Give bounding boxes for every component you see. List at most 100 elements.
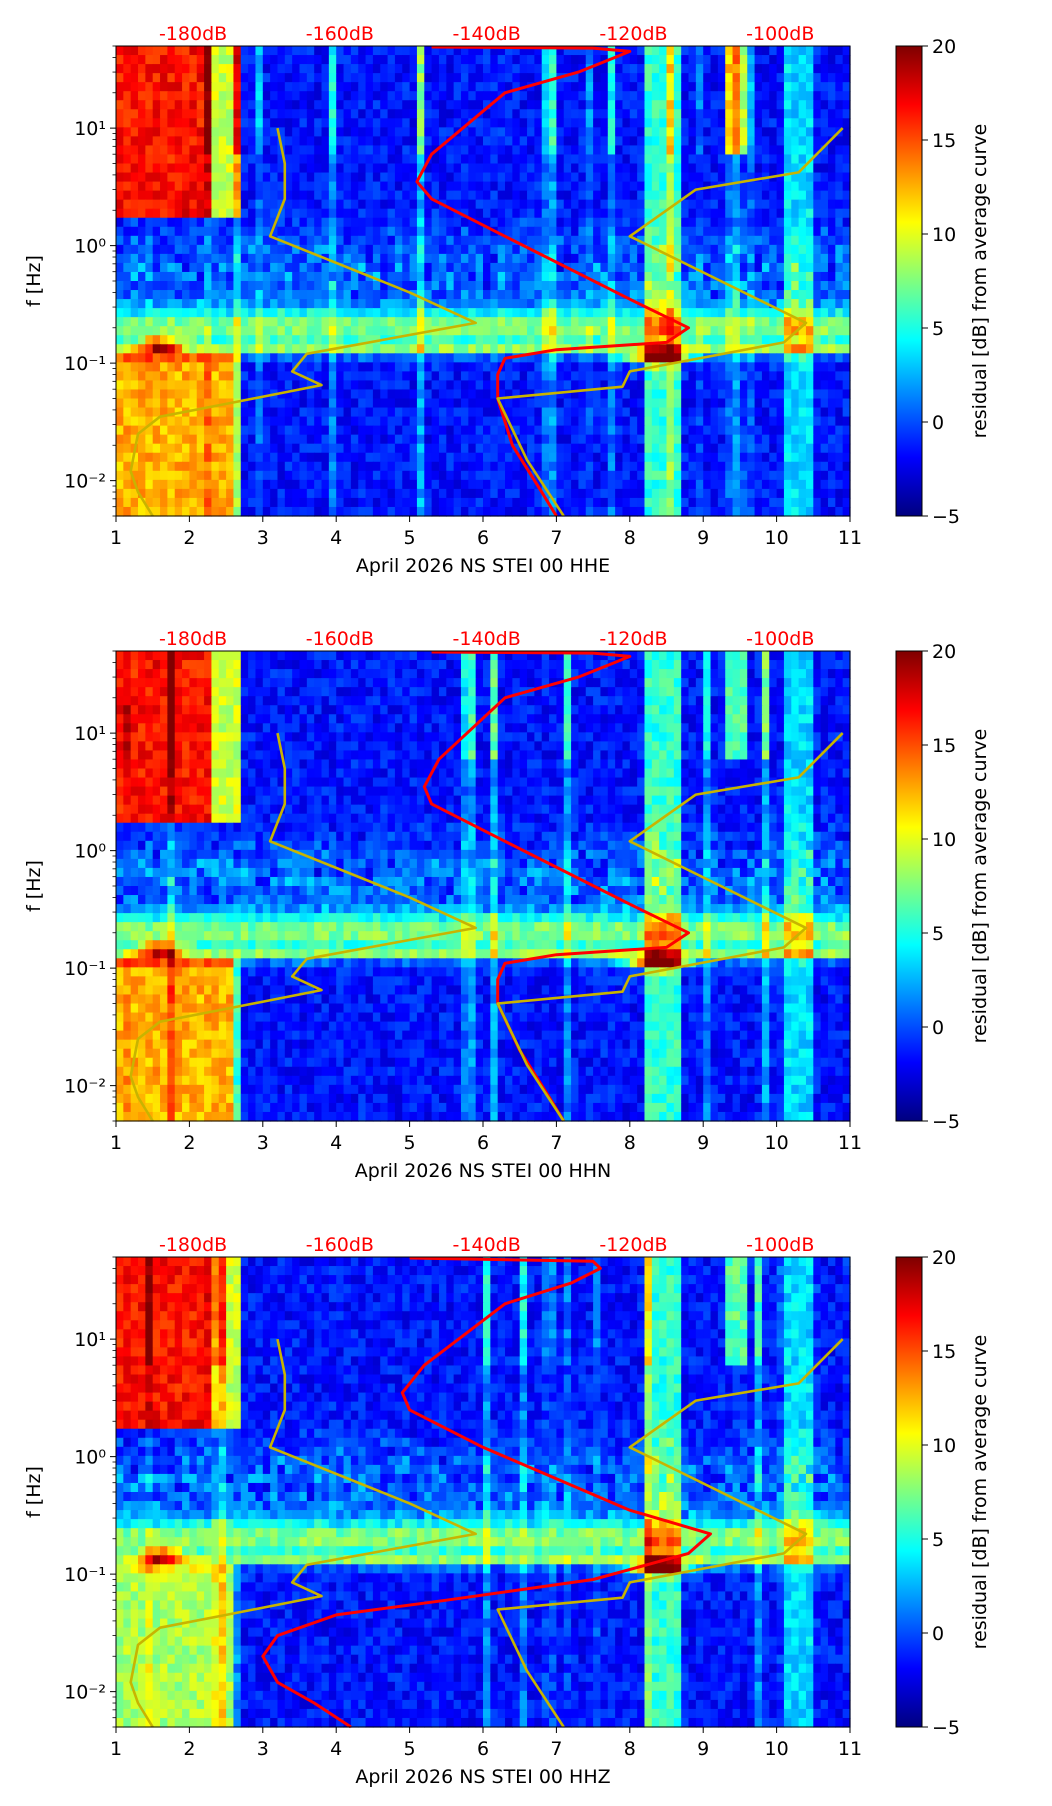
heatmap-cell <box>725 335 734 345</box>
heatmap-cell <box>644 262 653 273</box>
heatmap-cell <box>534 199 543 210</box>
heatmap-cell <box>358 479 367 490</box>
heatmap-cell <box>189 163 198 174</box>
heatmap-cell <box>615 136 624 147</box>
heatmap-cell <box>717 389 726 400</box>
heatmap-cell <box>160 73 168 83</box>
heatmap-cell <box>666 154 675 165</box>
heatmap-cell <box>204 46 213 56</box>
heatmap-cell <box>615 190 624 201</box>
heatmap-cell <box>835 262 844 273</box>
heatmap-cell <box>270 253 279 264</box>
heatmap-cell <box>842 461 851 472</box>
heatmap-cell <box>402 488 411 499</box>
heatmap-cell <box>783 73 792 83</box>
heatmap-cell <box>328 262 337 273</box>
heatmap-cell <box>372 172 381 183</box>
heatmap-cell <box>299 271 308 282</box>
heatmap-cell <box>475 73 484 83</box>
heatmap-cell <box>365 461 374 472</box>
heatmap-cell <box>424 299 433 309</box>
heatmap-cell <box>365 262 374 273</box>
heatmap-cell <box>813 46 822 56</box>
heatmap-cell <box>805 235 814 246</box>
heatmap-cell <box>593 127 602 137</box>
heatmap-cell <box>138 64 146 74</box>
heatmap-cell <box>798 199 807 210</box>
heatmap-cell <box>747 163 756 174</box>
heatmap-cell <box>453 362 462 372</box>
heatmap-cell <box>754 145 763 156</box>
heatmap-cell <box>233 308 242 318</box>
heatmap-cell <box>299 452 308 463</box>
heatmap-cell <box>123 407 132 418</box>
heatmap-cell <box>541 163 550 174</box>
heatmap-cell <box>402 398 411 409</box>
heatmap-cell <box>483 443 491 454</box>
heatmap-cell <box>145 46 154 56</box>
heatmap-cell <box>182 344 190 354</box>
heatmap-cell <box>732 64 741 74</box>
heatmap-cell <box>497 199 506 210</box>
heatmap-cell <box>497 118 506 128</box>
heatmap-cell <box>556 91 565 101</box>
heatmap-cell <box>659 290 668 300</box>
heatmap-cell <box>791 82 800 92</box>
heatmap-cell <box>483 109 491 119</box>
heatmap-cell <box>358 271 367 282</box>
heatmap-cell <box>321 100 330 110</box>
heatmap-cell <box>189 407 198 418</box>
heatmap-cell <box>578 308 587 318</box>
heatmap-cell <box>343 290 352 300</box>
heatmap-cell <box>277 380 286 391</box>
heatmap-cell <box>189 190 198 201</box>
heatmap-cell <box>600 64 609 74</box>
heatmap-cell <box>394 443 403 454</box>
heatmap-cell <box>798 353 807 363</box>
heatmap-cell <box>739 461 748 472</box>
heatmap-cell <box>505 100 513 110</box>
heatmap-cell <box>306 46 315 56</box>
heatmap-cell <box>556 362 565 372</box>
heatmap-cell <box>226 172 235 183</box>
heatmap-cell <box>761 73 770 83</box>
heatmap-cell <box>607 362 616 372</box>
heatmap-cell <box>446 109 455 119</box>
heatmap-cell <box>490 208 499 219</box>
heatmap-cell <box>607 253 616 264</box>
heatmap-cell <box>196 91 205 101</box>
heatmap-cell <box>380 217 389 228</box>
heatmap-cell <box>534 299 543 309</box>
heatmap-cell <box>842 317 851 327</box>
heatmap-cell <box>277 434 286 445</box>
heatmap-cell <box>725 73 734 83</box>
heatmap-cell <box>453 299 462 309</box>
heatmap-cell <box>629 479 638 490</box>
heatmap-cell <box>196 398 205 409</box>
heatmap-cell <box>725 100 734 110</box>
heatmap-cell <box>394 109 403 119</box>
heatmap-cell <box>813 136 822 147</box>
heatmap-cell <box>754 109 763 119</box>
heatmap-cell <box>776 208 785 219</box>
heatmap-cell <box>659 488 668 499</box>
heatmap-cell <box>703 416 712 427</box>
heatmap-cell <box>299 425 308 436</box>
heatmap-cell <box>688 127 697 137</box>
heatmap-cell <box>431 55 440 65</box>
heatmap-cell <box>739 127 748 137</box>
heatmap-cell <box>615 91 624 101</box>
heatmap-cell <box>211 407 220 418</box>
heatmap-cell <box>174 488 183 499</box>
heatmap-cell <box>710 425 719 436</box>
heatmap-cell <box>622 109 631 119</box>
heatmap-cell <box>637 308 646 318</box>
heatmap-cell <box>350 371 359 382</box>
heatmap-cell <box>130 154 139 165</box>
heatmap-cell <box>365 425 374 436</box>
heatmap-cell <box>754 127 763 137</box>
heatmap-cell <box>703 118 712 128</box>
heatmap-cell <box>776 398 785 409</box>
heatmap-cell <box>380 262 389 273</box>
heatmap-cell <box>820 190 829 201</box>
